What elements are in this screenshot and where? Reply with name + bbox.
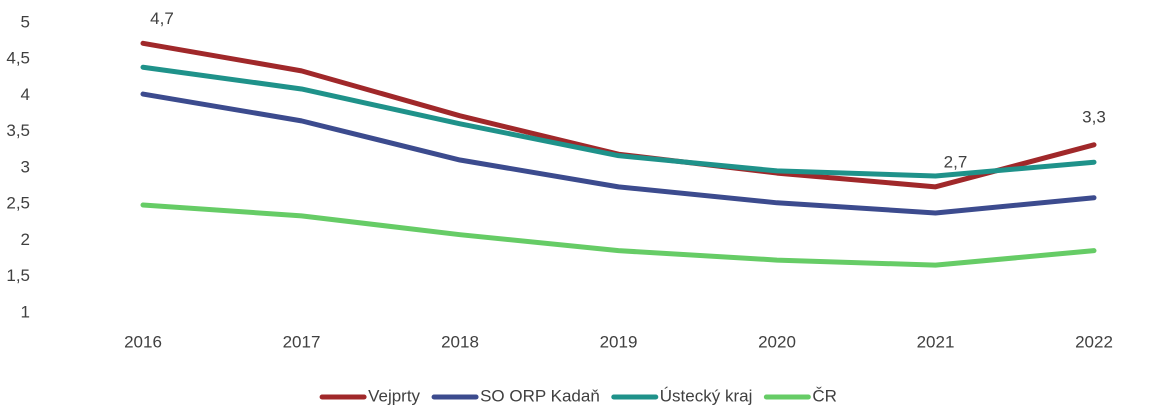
legend-label: ČR: [812, 386, 837, 405]
y-tick-label: 5: [21, 12, 30, 31]
y-tick-label: 2: [21, 230, 30, 249]
x-tick-label: 2018: [441, 332, 479, 351]
y-tick-label: 3: [21, 157, 30, 176]
legend-label: SO ORP Kadaň: [480, 386, 600, 405]
x-tick-label: 2019: [600, 332, 638, 351]
y-tick-label: 4,5: [6, 49, 30, 68]
y-tick-label: 2,5: [6, 194, 30, 213]
y-tick-label: 1,5: [6, 266, 30, 285]
x-tick-label: 2022: [1075, 332, 1113, 351]
data-label: 3,3: [1082, 107, 1106, 126]
series-line: [140, 91, 1097, 216]
series-line: [140, 202, 1097, 268]
x-tick-label: 2017: [283, 332, 321, 351]
data-label: 2,7: [944, 152, 968, 171]
x-tick-label: 2020: [758, 332, 796, 351]
data-label: 4,7: [150, 9, 174, 28]
y-tick-label: 4: [21, 85, 30, 104]
legend-label: Vejprty: [368, 386, 420, 405]
x-tick-label: 2016: [124, 332, 162, 351]
legend: Vejprty SO ORP Kadaň Ústecký kraj ČR: [319, 386, 837, 405]
x-tick-label: 2021: [917, 332, 955, 351]
series-line: [140, 64, 1097, 179]
y-tick-label: 3,5: [6, 121, 30, 140]
y-tick-label: 1: [21, 302, 30, 321]
legend-label: Ústecký kraj: [660, 386, 753, 405]
